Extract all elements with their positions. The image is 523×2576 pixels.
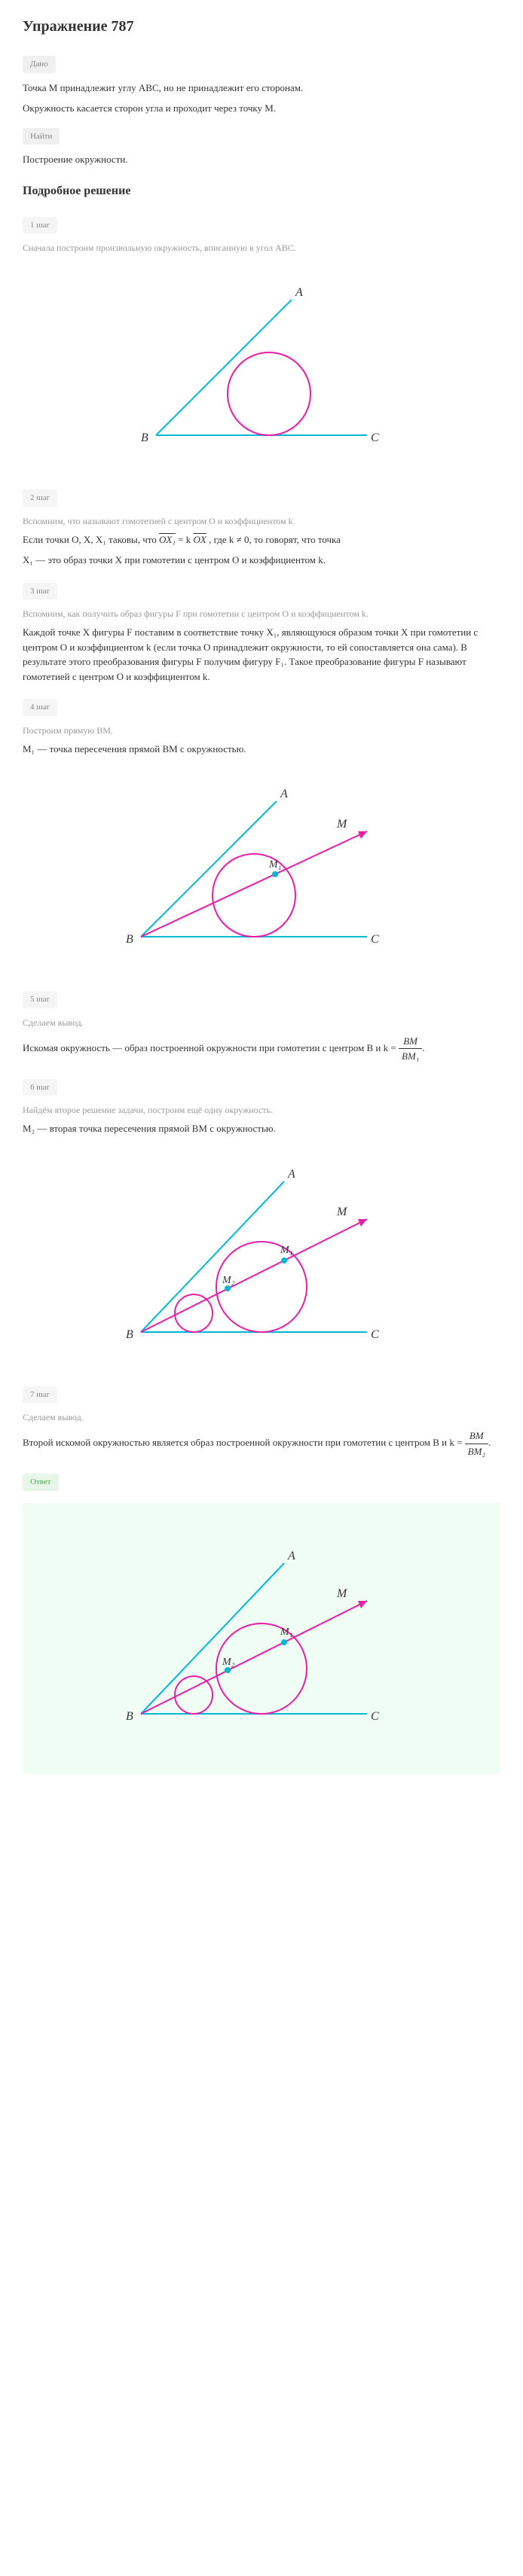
step-4-text-2: M₁ — точка пересечения прямой BM с окруж… <box>23 742 500 757</box>
step-2-badge: 2 шаг <box>23 489 57 507</box>
given-badge: Дано <box>23 56 56 73</box>
step-4-text-1: Построим прямую BM. <box>23 724 500 737</box>
step-7-text-1: Сделаем вывод. <box>23 1410 500 1424</box>
svg-text:A: A <box>287 1550 295 1562</box>
vector-ox: OX <box>193 534 206 545</box>
svg-text:M₁: M₁ <box>268 859 282 870</box>
step-1-text: Сначала построим произвольную окружность… <box>23 241 500 255</box>
svg-text:A: A <box>287 1168 295 1181</box>
svg-text:A: A <box>295 286 303 299</box>
step-6-text-1: Найдём второе решение задачи, построим е… <box>23 1103 500 1117</box>
svg-text:A: A <box>280 788 288 800</box>
step-3-badge: 3 шаг <box>23 583 57 600</box>
given-text-2: Окружность касается сторон угла и проход… <box>23 101 500 116</box>
frac-num: BM <box>399 1034 422 1050</box>
svg-text:M: M <box>336 818 348 831</box>
vector-ox1: OX₁ <box>159 534 176 545</box>
diagram-2: A B C M M₁ <box>23 771 500 967</box>
diagram-answer: A B C M M₁ M₂ <box>30 1533 493 1744</box>
svg-text:C: C <box>371 431 379 444</box>
svg-text:M₂: M₂ <box>222 1275 235 1286</box>
svg-text:M: M <box>336 1206 348 1218</box>
answer-box: A B C M M₁ M₂ <box>23 1503 500 1774</box>
given-text-1: Точка M принадлежит углу ABC, но не прин… <box>23 81 500 96</box>
step-7-badge: 7 шаг <box>23 1386 57 1404</box>
frac-num-2: BM <box>465 1428 488 1444</box>
svg-text:M: M <box>336 1587 348 1600</box>
step-7-text-2: Второй искомой окружностью является обра… <box>23 1428 500 1459</box>
svg-text:B: B <box>141 431 148 444</box>
s7-pre: Второй искомой окружностью является обра… <box>23 1437 465 1448</box>
s2-pre: Если точки O, X, X₁ таковы, что <box>23 534 159 545</box>
step-4-badge: 4 шаг <box>23 699 57 716</box>
step-2-text-3: X₁ — это образ точки X при гомотетии с ц… <box>23 553 500 568</box>
fraction-bm-bm1: BM BM₁ <box>399 1034 422 1064</box>
step-5-badge: 5 шаг <box>23 991 57 1008</box>
s2-mid: = k <box>178 534 191 545</box>
fraction-bm-bm2: BM BM₂ <box>465 1428 488 1459</box>
svg-text:M₂: M₂ <box>222 1657 235 1668</box>
svg-text:B: B <box>126 933 133 946</box>
frac-den-2: BM₂ <box>465 1444 488 1459</box>
frac-den: BM₁ <box>399 1049 422 1064</box>
svg-text:C: C <box>371 1328 379 1341</box>
step-6-text-2: M₂ — вторая точка пересечения прямой BM … <box>23 1121 500 1136</box>
step-2-text-2: Если точки O, X, X₁ таковы, что OX₁ = k … <box>23 532 500 547</box>
diagram-3: A B C M M₁ M₂ <box>23 1151 500 1362</box>
step-6-badge: 6 шаг <box>23 1079 57 1096</box>
step-3-text-2: Каждой точке X фигуры F поставим в соотв… <box>23 625 500 684</box>
svg-text:B: B <box>126 1710 133 1723</box>
solution-heading: Подробное решение <box>23 182 500 200</box>
step-5-text-1: Сделаем вывод. <box>23 1016 500 1029</box>
svg-text:C: C <box>371 1710 379 1723</box>
find-text: Построение окружности. <box>23 152 500 167</box>
step-3-text-1: Вспомним, как получить образ фигуры F пр… <box>23 607 500 620</box>
diagram-1: A B C <box>23 270 500 465</box>
step-1-badge: 1 шаг <box>23 217 57 234</box>
find-badge: Найти <box>23 128 60 145</box>
step-2-text-1: Вспомним, что называют гомотетией с цент… <box>23 514 500 528</box>
svg-text:B: B <box>126 1328 133 1341</box>
svg-text:M₁: M₁ <box>280 1245 293 1256</box>
exercise-title: Упражнение 787 <box>23 15 500 38</box>
s2-post: , где k ≠ 0, то говорят, что точка <box>209 534 341 545</box>
answer-badge: Ответ <box>23 1474 59 1491</box>
step-5-text-2: Искомая окружность — образ построенной о… <box>23 1034 500 1064</box>
svg-text:C: C <box>371 933 379 946</box>
s5-pre: Искомая окружность — образ построенной о… <box>23 1041 399 1053</box>
svg-text:M₁: M₁ <box>280 1626 293 1638</box>
